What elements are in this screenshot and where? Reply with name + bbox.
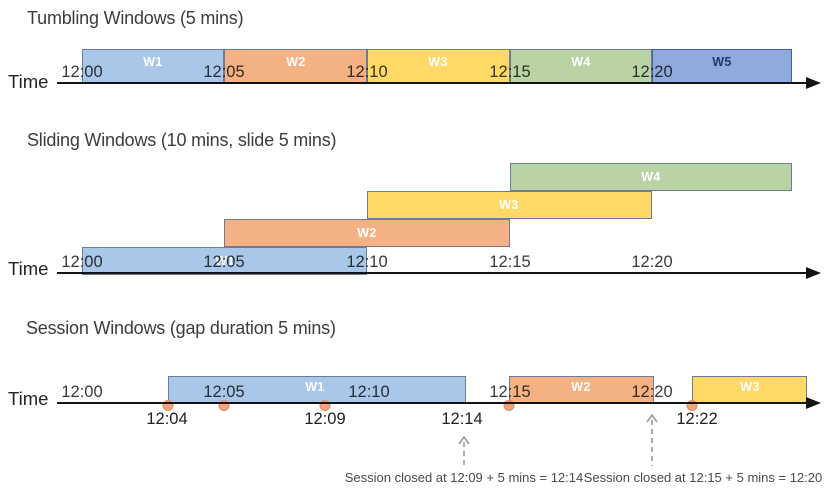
event-dot bbox=[218, 400, 230, 411]
session-closed-annotation-1: Session closed at 12:09 + 5 mins = 12:14 bbox=[344, 470, 584, 485]
session-time-axis-label: Time bbox=[8, 388, 49, 409]
session-closed-annotation-2: Session closed at 12:15 + 5 mins = 12:20 bbox=[583, 470, 823, 485]
sliding-tick-2: 12:10 bbox=[346, 253, 388, 271]
event-dot bbox=[319, 400, 331, 411]
session-sublabel-12-14: 12:14 bbox=[441, 410, 483, 428]
tumbling-window-w4 bbox=[510, 49, 652, 83]
sliding-window-w4 bbox=[510, 163, 792, 191]
sliding-window-w1 bbox=[82, 247, 367, 275]
tumbling-tick-0: 12:00 bbox=[61, 63, 103, 81]
tumbling-window-w2-label: W2 bbox=[286, 55, 306, 69]
sliding-tick-3: 12:15 bbox=[489, 253, 531, 271]
sliding-tick-0: 12:00 bbox=[61, 253, 103, 271]
tumbling-section-title: Tumbling Windows (5 mins) bbox=[27, 8, 244, 28]
sliding-window-w3-label: W3 bbox=[499, 198, 519, 212]
sliding-tick-4: 12:20 bbox=[631, 253, 673, 271]
sliding-time-axis-label: Time bbox=[8, 258, 49, 279]
tumbling-window-w3-label: W3 bbox=[428, 55, 448, 69]
tumbling-window-w1-label: W1 bbox=[143, 55, 163, 69]
event-dot bbox=[686, 400, 698, 411]
dashed-arrow-up-icon bbox=[457, 435, 471, 466]
sliding-window-w1-label: W1 bbox=[215, 254, 235, 268]
tumbling-window-w4-label: W4 bbox=[571, 55, 591, 69]
session-tick-3: 12:15 bbox=[489, 383, 531, 401]
session-window-w1-label: W1 bbox=[305, 380, 325, 394]
tumbling-axis-arrow-icon bbox=[806, 77, 821, 89]
tumbling-tick-4: 12:20 bbox=[631, 63, 673, 81]
sliding-axis-line bbox=[57, 272, 808, 275]
session-sublabel-12-09: 12:09 bbox=[304, 410, 346, 428]
tumbling-time-axis-label: Time bbox=[8, 71, 49, 92]
tumbling-window-w1 bbox=[82, 49, 224, 83]
session-tick-2: 12:10 bbox=[348, 383, 390, 401]
event-dot bbox=[503, 400, 515, 411]
tumbling-tick-2: 12:10 bbox=[346, 63, 388, 81]
dashed-arrow-up-icon bbox=[645, 413, 659, 466]
session-axis-line bbox=[57, 402, 808, 405]
session-window-w3 bbox=[692, 376, 807, 403]
sliding-section-title: Sliding Windows (10 mins, slide 5 mins) bbox=[27, 130, 337, 150]
session-tick-4: 12:20 bbox=[631, 383, 673, 401]
sliding-window-w2 bbox=[224, 219, 510, 247]
event-dot bbox=[162, 400, 174, 411]
sliding-tick-1: 12:05 bbox=[203, 253, 245, 271]
tumbling-window-w5-label: W5 bbox=[712, 55, 732, 69]
session-sublabel-12-04: 12:04 bbox=[146, 410, 188, 428]
session-tick-0: 12:00 bbox=[61, 383, 103, 401]
sliding-window-w4-label: W4 bbox=[641, 170, 661, 184]
tumbling-tick-1: 12:05 bbox=[203, 63, 245, 81]
session-axis-arrow-icon bbox=[806, 397, 821, 409]
session-window-w2-label: W2 bbox=[571, 380, 591, 394]
session-window-w3-label: W3 bbox=[740, 380, 760, 394]
sliding-window-w3 bbox=[367, 191, 652, 219]
session-tick-1: 12:05 bbox=[203, 383, 245, 401]
session-window-w2 bbox=[509, 376, 654, 403]
session-sublabel-12-22: 12:22 bbox=[676, 410, 718, 428]
tumbling-tick-3: 12:15 bbox=[489, 63, 531, 81]
tumbling-window-w2 bbox=[224, 49, 367, 83]
sliding-window-w2-label: W2 bbox=[357, 226, 377, 240]
sliding-axis-arrow-icon bbox=[806, 267, 821, 279]
session-section-title: Session Windows (gap duration 5 mins) bbox=[26, 318, 336, 338]
tumbling-axis-line bbox=[57, 82, 808, 85]
